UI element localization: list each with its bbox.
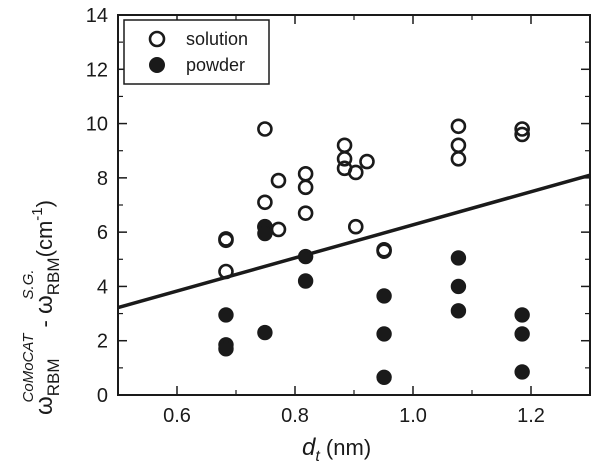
y-label-sup2: S.G. — [20, 269, 37, 299]
y-label-omega2: ω — [31, 295, 58, 314]
y-tick-label: 2 — [97, 331, 108, 353]
point-solution — [297, 205, 314, 221]
point-solution — [376, 243, 392, 259]
legend: solution powder — [123, 19, 270, 85]
legend-box — [123, 19, 270, 85]
y-label-unit: (cm — [32, 221, 57, 264]
point-solution — [257, 121, 273, 137]
fit-line-group — [117, 173, 591, 310]
point-solution — [514, 126, 530, 143]
point-powder — [450, 303, 467, 319]
y-label-sub1: RBM — [44, 358, 63, 396]
point-solution — [257, 194, 273, 211]
legend-label-solution: solution — [186, 29, 248, 49]
data-points — [218, 118, 530, 386]
x-tick-label: 1.2 — [517, 405, 545, 427]
y-tick-label: 4 — [97, 276, 108, 298]
point-solution — [270, 221, 287, 238]
x-axis-label-main: d — [302, 434, 316, 461]
point-solution — [297, 165, 314, 182]
point-solution — [347, 218, 364, 235]
point-powder — [376, 369, 392, 386]
point-powder — [514, 364, 530, 380]
point-powder — [257, 225, 273, 242]
legend-marker-powder — [149, 57, 165, 73]
point-powder — [450, 278, 467, 295]
y-label-sup1: CoMoCAT — [20, 332, 37, 403]
point-solution — [270, 172, 287, 189]
y-label-omega1: ω — [31, 396, 58, 415]
point-powder — [450, 250, 467, 266]
point-powder — [218, 307, 234, 323]
point-powder — [257, 324, 273, 341]
x-tick-label: 1.0 — [399, 405, 427, 427]
y-tick-label: 10 — [86, 114, 108, 136]
point-powder — [514, 326, 530, 342]
y-label-sub2: RBM — [44, 257, 63, 295]
x-tick-label: 0.8 — [281, 405, 309, 427]
fit-line — [117, 173, 591, 310]
point-powder — [376, 326, 392, 342]
point-solution — [297, 179, 314, 196]
point-powder — [376, 288, 392, 304]
point-solution — [218, 231, 234, 247]
y-tick-label: 0 — [97, 385, 108, 407]
point-solution — [347, 164, 364, 181]
point-powder — [297, 273, 314, 289]
point-solution — [450, 151, 467, 167]
y-label-unit-sup: -1 — [29, 207, 46, 220]
point-solution — [336, 151, 353, 167]
y-tick-label: 14 — [86, 5, 108, 27]
y-tick-label: 6 — [97, 222, 108, 244]
point-powder — [514, 307, 530, 323]
y-axis-label: ωRBMCoMoCAT - ωRBMS.G. (cm-1) — [20, 200, 63, 415]
tick-labels: 0.6 0.8 1.0 1.2 0 2 4 6 8 10 12 14 — [86, 5, 545, 427]
point-powder — [218, 341, 234, 357]
point-solution — [450, 137, 467, 154]
point-solution — [359, 153, 375, 170]
x-axis-label-unit: (nm) — [320, 435, 371, 460]
legend-marker-solution — [148, 30, 166, 48]
y-label-unit-close: ) — [32, 200, 57, 207]
point-solution — [336, 137, 353, 154]
legend-label-powder: powder — [186, 55, 245, 75]
y-tick-label: 12 — [86, 59, 108, 81]
point-solution — [450, 118, 467, 135]
x-axis-label: dt (nm) — [302, 434, 371, 465]
point-solution — [514, 121, 530, 137]
y-tick-label: 8 — [97, 168, 108, 190]
y-label-minus: - — [32, 314, 57, 334]
x-tick-label: 0.6 — [163, 405, 191, 427]
x-axis-label-sub: t — [315, 448, 320, 465]
